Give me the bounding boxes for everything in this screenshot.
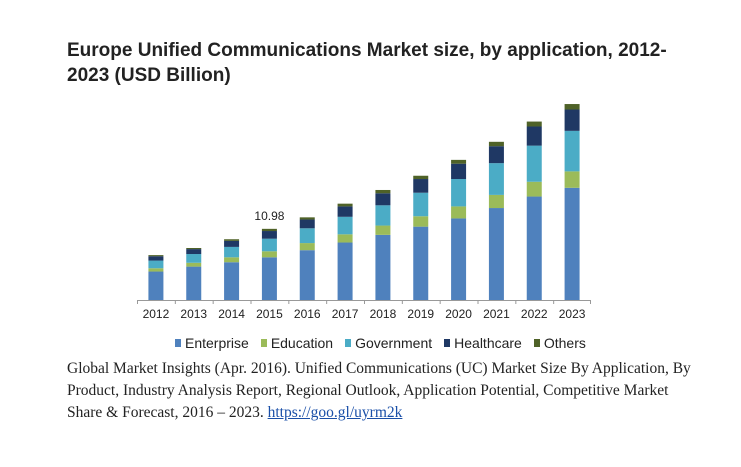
bar-segment-government-2018 xyxy=(375,205,391,226)
legend-label: Education xyxy=(270,335,334,351)
bar-segment-education-2015 xyxy=(261,251,277,258)
legend-label: Others xyxy=(543,335,586,351)
bar-segment-enterprise-2018 xyxy=(375,234,391,300)
legend-item-government: Government xyxy=(345,335,432,351)
legend-label: Healthcare xyxy=(454,335,522,351)
bar-segment-healthcare-2023 xyxy=(564,109,580,131)
bar-segment-government-2023 xyxy=(564,130,580,172)
bar-segment-others-2023 xyxy=(564,104,580,110)
bar-segment-others-2012 xyxy=(148,255,164,257)
x-tick-label: 2014 xyxy=(218,307,245,321)
legend-item-enterprise: Enterprise xyxy=(175,335,249,351)
x-tick-label: 2017 xyxy=(332,307,359,321)
bar-segment-healthcare-2017 xyxy=(337,206,353,217)
bar-segment-government-2015 xyxy=(261,238,277,252)
bar-segment-others-2016 xyxy=(299,217,315,220)
legend-swatch xyxy=(444,339,451,347)
bar-segment-others-2018 xyxy=(375,189,391,194)
bar-segment-others-2014 xyxy=(224,239,240,241)
bar-segment-enterprise-2014 xyxy=(224,262,240,300)
source-link[interactable]: https://goo.gl/uyrm2k xyxy=(267,404,403,421)
x-tick-label: 2019 xyxy=(407,307,434,321)
bar-segment-education-2013 xyxy=(186,262,202,267)
x-tick-label: 2022 xyxy=(521,307,548,321)
x-tick-label: 2015 xyxy=(256,307,283,321)
legend-item-healthcare: Healthcare xyxy=(444,335,522,351)
bar-segment-government-2017 xyxy=(337,216,353,235)
bar-segment-government-2022 xyxy=(526,145,542,182)
legend-item-others: Others xyxy=(533,335,586,351)
bar-segment-government-2016 xyxy=(299,228,315,244)
bar-segment-education-2021 xyxy=(488,194,504,209)
bar-segment-education-2019 xyxy=(413,216,429,227)
bar-segment-enterprise-2023 xyxy=(564,187,580,300)
bar-segment-government-2021 xyxy=(488,163,504,195)
bar-segment-others-2020 xyxy=(451,159,467,164)
bar-segment-healthcare-2021 xyxy=(488,146,504,164)
bar-segment-education-2017 xyxy=(337,234,353,243)
x-tick-label: 2012 xyxy=(143,307,170,321)
source-caption: Global Market Insights (Apr. 2016). Unif… xyxy=(67,358,707,424)
bar-segment-others-2017 xyxy=(337,203,353,207)
bar-segment-enterprise-2013 xyxy=(186,266,202,300)
bar-segment-healthcare-2020 xyxy=(451,163,467,180)
bar-segment-others-2022 xyxy=(526,121,542,127)
bar-segment-government-2013 xyxy=(186,254,202,263)
bar-segment-enterprise-2020 xyxy=(451,218,467,300)
bar-segment-education-2023 xyxy=(564,171,580,188)
x-tick-label: 2018 xyxy=(370,307,397,321)
bar-segment-government-2012 xyxy=(148,260,164,269)
bar-segment-education-2012 xyxy=(148,268,164,272)
bar-segment-enterprise-2012 xyxy=(148,271,164,300)
bar-segment-others-2021 xyxy=(488,141,504,147)
legend-swatch xyxy=(345,339,352,347)
legend-label: Government xyxy=(355,335,433,351)
legend-swatch xyxy=(260,339,267,347)
caption-text: Global Market Insights (Apr. 2016). Unif… xyxy=(67,360,691,421)
bar-segment-enterprise-2019 xyxy=(413,226,429,300)
legend-item-education: Education xyxy=(260,335,334,351)
bar-segment-government-2020 xyxy=(451,179,467,207)
legend-swatch xyxy=(175,339,181,347)
chart-title: Europe Unified Communications Market siz… xyxy=(67,40,667,86)
data-label-2015: 10.98 xyxy=(254,209,284,223)
bar-segment-enterprise-2016 xyxy=(299,250,315,300)
x-tick-label: 2016 xyxy=(294,307,321,321)
bar-segment-education-2020 xyxy=(451,206,467,219)
bar-segment-government-2014 xyxy=(224,246,240,258)
bar-segment-healthcare-2015 xyxy=(261,231,277,239)
bar-segment-education-2022 xyxy=(526,181,542,197)
bar-segment-government-2019 xyxy=(413,192,429,217)
bar-segment-education-2016 xyxy=(299,243,315,251)
bar-segment-healthcare-2022 xyxy=(526,126,542,146)
bar-segment-others-2019 xyxy=(413,175,429,180)
bar-segment-healthcare-2012 xyxy=(148,256,164,261)
bar-segment-healthcare-2016 xyxy=(299,219,315,229)
x-tick-label: 2013 xyxy=(180,307,207,321)
bar-segment-education-2014 xyxy=(224,257,240,263)
legend-label: Enterprise xyxy=(185,335,249,351)
legend-swatch xyxy=(533,339,540,347)
bar-segment-others-2015 xyxy=(261,228,277,232)
bar-segment-others-2013 xyxy=(186,248,202,250)
x-tick-label: 2020 xyxy=(445,307,472,321)
bar-segment-healthcare-2018 xyxy=(375,193,391,206)
bar-segment-healthcare-2019 xyxy=(413,179,429,193)
bar-segment-enterprise-2015 xyxy=(261,257,277,300)
stacked-bar-chart: 2012 2013 2014 2015 10.98 2016 2017 2018 2019 202… xyxy=(137,104,591,321)
bar-segment-healthcare-2014 xyxy=(224,240,240,247)
bar-segment-healthcare-2013 xyxy=(186,249,202,255)
chart-legend: Enterprise Education Government Healthcare O… xyxy=(175,334,586,352)
x-tick-label: 2023 xyxy=(559,307,586,321)
bar-segment-education-2018 xyxy=(375,225,391,235)
bar-segment-enterprise-2022 xyxy=(526,196,542,300)
bar-segment-enterprise-2021 xyxy=(488,208,504,300)
bar-segment-enterprise-2017 xyxy=(337,242,353,300)
x-tick-label: 2021 xyxy=(483,307,510,321)
